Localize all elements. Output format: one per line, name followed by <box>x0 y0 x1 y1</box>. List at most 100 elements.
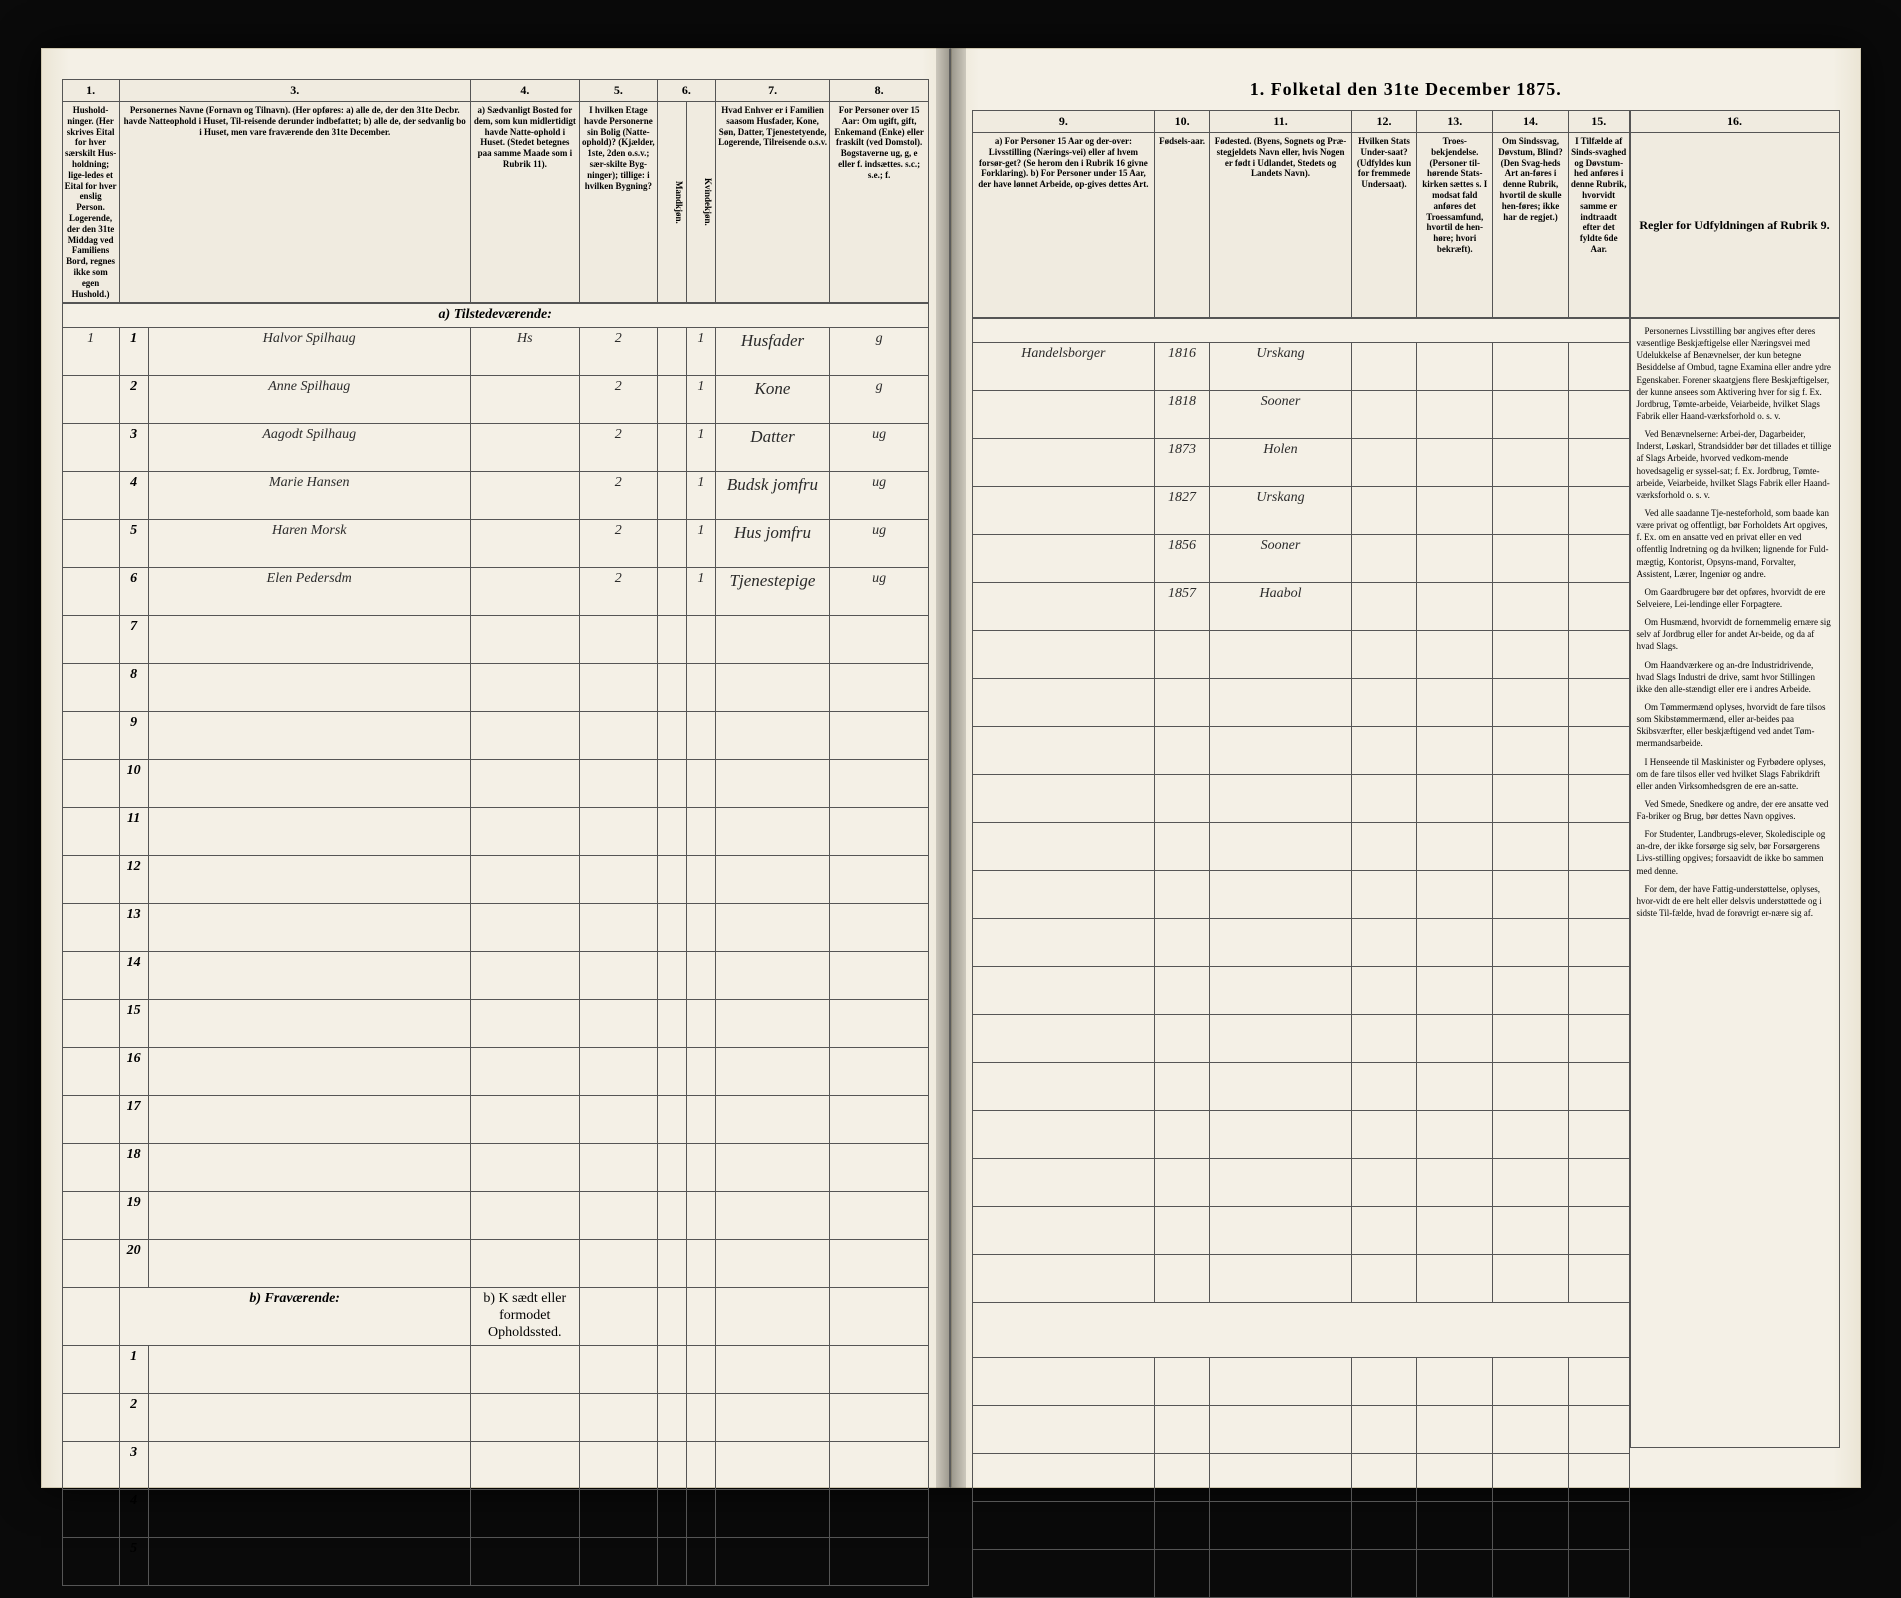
cell-c11 <box>1210 727 1351 775</box>
hdr-c15: I Tilfælde af Sinds-svaghed og Døvstum-h… <box>1568 133 1629 318</box>
table-row <box>973 1015 1630 1063</box>
col-num-9: 9. <box>973 111 1155 133</box>
cell-c15 <box>1568 1207 1629 1255</box>
cell-name <box>148 1096 470 1144</box>
table-row: 1857Haabol <box>973 583 1630 631</box>
cell-c8: g <box>830 328 929 376</box>
cell-c12 <box>1351 775 1417 823</box>
table-row: 17 <box>62 1096 929 1144</box>
cell-name <box>148 952 470 1000</box>
cell-c13 <box>1417 1159 1493 1207</box>
table-row <box>973 1255 1630 1303</box>
cell-c15 <box>1568 919 1629 967</box>
cell-c13 <box>1417 1207 1493 1255</box>
cell-c10 <box>1154 775 1210 823</box>
cell-c5 <box>579 616 657 664</box>
cell-c13 <box>1417 919 1493 967</box>
cell-c6k <box>686 856 715 904</box>
cell-c7: Budsk jomfru <box>715 472 829 520</box>
cell-c7 <box>715 856 829 904</box>
cell-c12 <box>1351 583 1417 631</box>
table-row: 1 <box>62 1345 929 1393</box>
cell-c9 <box>973 823 1155 871</box>
rules-paragraph: Om Gaardbrugere bør det opføres, hvorvid… <box>1637 586 1833 610</box>
table-row: 8 <box>62 664 929 712</box>
table-row: 5 <box>62 1537 929 1585</box>
cell-c6m <box>657 568 686 616</box>
right-page: 1. Folketal den 31te December 1875. 9. 1… <box>951 48 1861 1488</box>
cell-c6k <box>686 1000 715 1048</box>
cell-c6m <box>657 424 686 472</box>
cell-c11 <box>1210 1111 1351 1159</box>
cell-c7 <box>715 808 829 856</box>
cell-c13 <box>1417 1255 1493 1303</box>
cell-c4 <box>470 904 579 952</box>
cell-rownum: 20 <box>119 1240 148 1288</box>
cell-c12 <box>1351 1015 1417 1063</box>
cell-c8 <box>830 1240 929 1288</box>
cell-c13 <box>1417 439 1493 487</box>
col-num-1: 1. <box>62 80 119 102</box>
cell-c6k: 1 <box>686 568 715 616</box>
cell-c12 <box>1351 679 1417 727</box>
table-row <box>973 1159 1630 1207</box>
cell-hh <box>62 472 119 520</box>
col-num-4: 4. <box>470 80 579 102</box>
table-row: 16 <box>62 1048 929 1096</box>
cell-name <box>148 808 470 856</box>
cell-c14 <box>1493 535 1569 583</box>
cell-c6k <box>686 664 715 712</box>
table-row: 20 <box>62 1240 929 1288</box>
cell-c10: 1857 <box>1154 583 1210 631</box>
cell-c9 <box>973 583 1155 631</box>
cell-c8 <box>830 808 929 856</box>
cell-c8 <box>830 1000 929 1048</box>
cell-c6m <box>657 904 686 952</box>
cell-c7 <box>715 952 829 1000</box>
cell-c7 <box>715 1000 829 1048</box>
cell-c6m <box>657 1000 686 1048</box>
cell-c13 <box>1417 1015 1493 1063</box>
table-row <box>973 1358 1630 1406</box>
table-row <box>973 1550 1630 1598</box>
cell-rownum: 14 <box>119 952 148 1000</box>
cell-c6k <box>686 808 715 856</box>
table-row: 10 <box>62 760 929 808</box>
cell-c10 <box>1154 1063 1210 1111</box>
cell-c12 <box>1351 439 1417 487</box>
table-row <box>973 823 1630 871</box>
cell-c4 <box>470 712 579 760</box>
cell-c10 <box>1154 1255 1210 1303</box>
cell-c7 <box>715 1192 829 1240</box>
hdr-c13: Troes-bekjendelse. (Personer til-hørende… <box>1417 133 1493 318</box>
cell-c6m <box>657 808 686 856</box>
cell-c10 <box>1154 631 1210 679</box>
cell-c6m <box>657 1192 686 1240</box>
cell-c9: Handelsborger <box>973 343 1155 391</box>
cell-c4 <box>470 520 579 568</box>
cell-c13 <box>1417 823 1493 871</box>
cell-rownum: 15 <box>119 1000 148 1048</box>
cell-c5 <box>579 1192 657 1240</box>
table-row <box>973 631 1630 679</box>
col-num-15: 15. <box>1568 111 1629 133</box>
cell-hh <box>62 856 119 904</box>
table-row <box>973 1063 1630 1111</box>
cell-c10 <box>1154 871 1210 919</box>
cell-c15 <box>1568 583 1629 631</box>
cell-c8 <box>830 664 929 712</box>
hdr-c9: a) For Personer 15 Aar og der-over: Livs… <box>973 133 1155 318</box>
cell-c13 <box>1417 775 1493 823</box>
cell-c14 <box>1493 1111 1569 1159</box>
cell-c4 <box>470 568 579 616</box>
rules-paragraph: I Henseende til Maskinister og Fyrbødere… <box>1637 756 1833 792</box>
cell-c8: ug <box>830 424 929 472</box>
hdr-c14: Om Sindssvag, Døvstum, Blind? (Den Svag-… <box>1493 133 1569 318</box>
cell-c13 <box>1417 535 1493 583</box>
cell-c15 <box>1568 967 1629 1015</box>
cell-rownum: 18 <box>119 1144 148 1192</box>
cell-c9 <box>973 919 1155 967</box>
cell-c7 <box>715 1144 829 1192</box>
cell-hh <box>62 1240 119 1288</box>
cell-c12 <box>1351 1111 1417 1159</box>
